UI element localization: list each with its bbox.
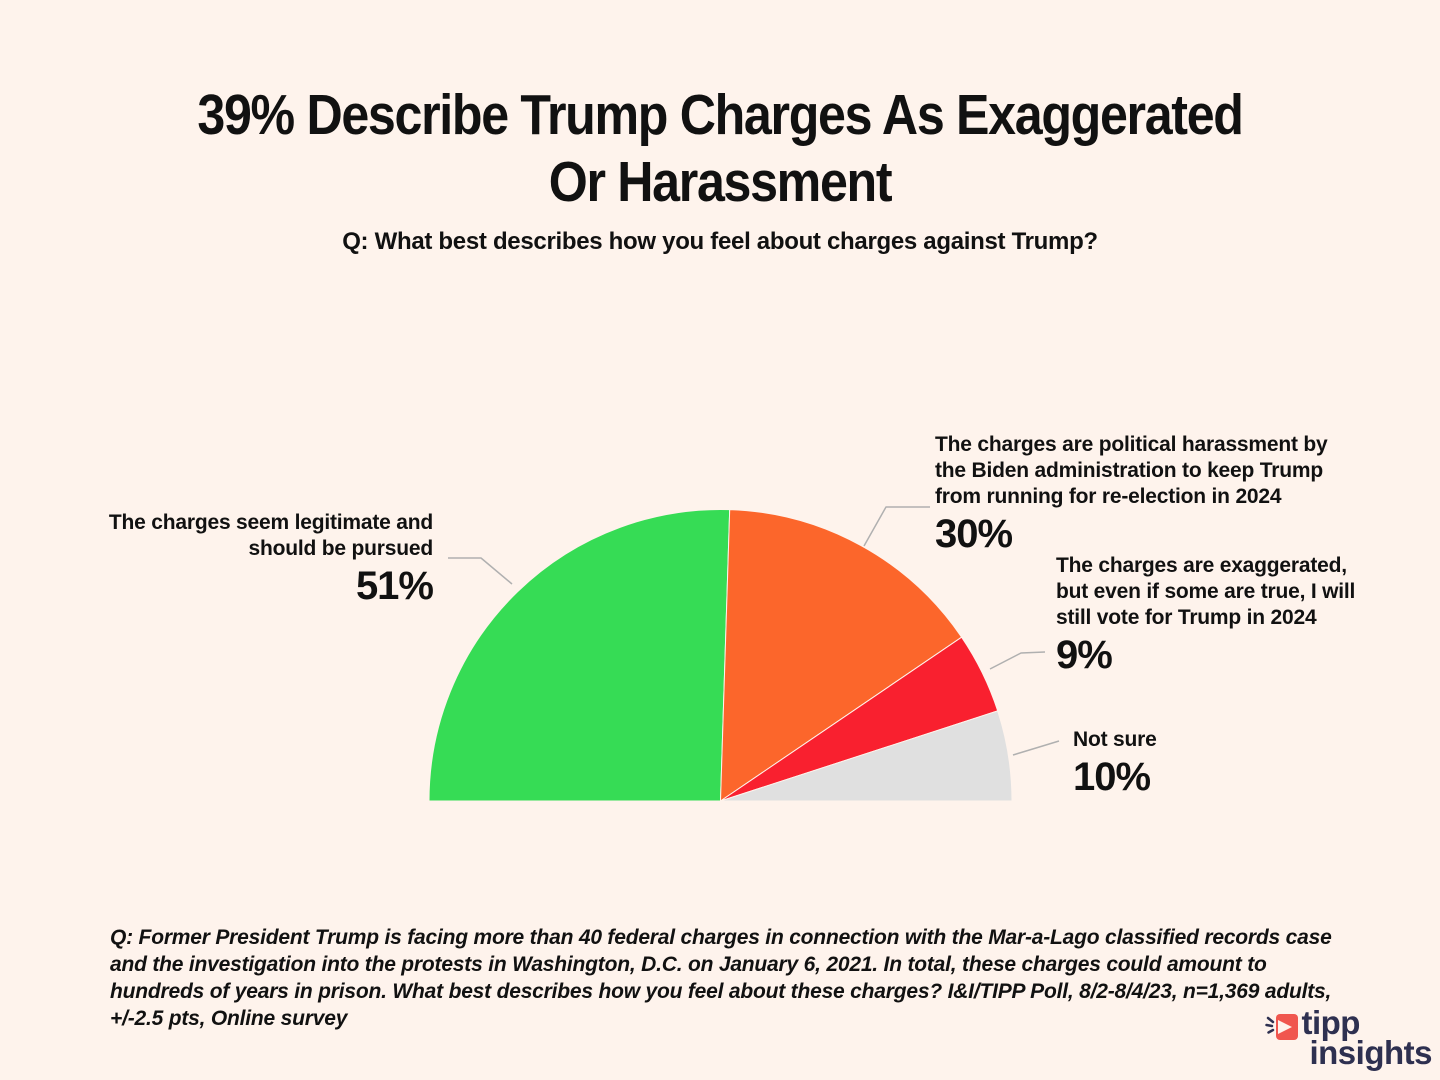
title-line-1: 39% Describe Trump Charges As Exaggerate… [197, 83, 1244, 147]
callout-legitimate: The charges seem legitimate and should b… [73, 510, 434, 608]
percent-value: 51% [355, 564, 434, 608]
leader-lines [448, 506, 1060, 756]
percent-value: 10% [1073, 755, 1151, 799]
callout-harassment: The charges are political harassment by … [935, 432, 1355, 556]
methodology-note: Q: Former President Trump is facing more… [110, 926, 1332, 1030]
leader-line-exaggerated [989, 651, 1046, 670]
callout-label: Not sure [1073, 728, 1157, 751]
pie-slice-0 [428, 508, 731, 802]
callout-label: The charges are political harassment by … [935, 433, 1328, 508]
leader-line-legitimate [448, 557, 513, 585]
question-subtitle: Q: What best describes how you feel abou… [342, 228, 1098, 255]
logo-word-insights: insights [1309, 1034, 1432, 1071]
callout-label: The charges are exaggerated, but even if… [1056, 554, 1356, 629]
leader-line-notsure [1012, 740, 1060, 756]
logo-word-tipp: tipp [1301, 1004, 1360, 1041]
percent-value: 9% [1056, 633, 1113, 677]
callout-exaggerated: The charges are exaggerated, but even if… [1056, 553, 1366, 677]
percent-value: 30% [935, 512, 1013, 556]
logo-wordmark: tipp insights [1301, 1004, 1432, 1071]
pie-slice-1 [719, 509, 963, 802]
callout-label: The charges seem legitimate and should b… [108, 511, 433, 560]
page-title: 39% Describe Trump Charges As Exaggerate… [86, 82, 1353, 216]
title-line-2: Or Harassment [548, 150, 893, 214]
tipp-insights-logo: tipp insights [1265, 1004, 1432, 1071]
leader-line-harassment [863, 506, 930, 547]
megaphone-icon [1265, 1014, 1299, 1040]
callout-notsure: Not sure 10% [1073, 727, 1373, 799]
pie-slice-3 [720, 710, 1013, 802]
pie-slices [428, 508, 1013, 802]
